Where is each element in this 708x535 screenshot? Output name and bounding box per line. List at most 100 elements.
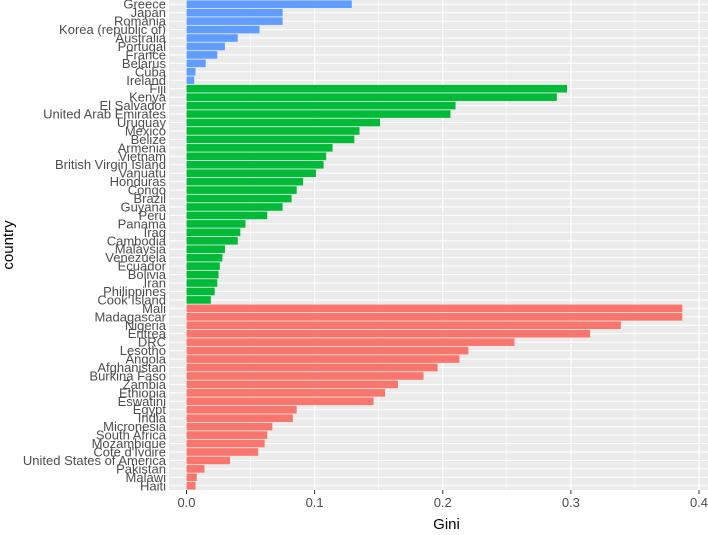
bar — [186, 186, 297, 194]
bar — [186, 465, 205, 473]
bar — [186, 177, 304, 186]
bar — [186, 262, 220, 270]
y-tick-label: Greece — [123, 0, 166, 12]
bar — [186, 253, 223, 262]
bar — [186, 338, 515, 346]
y-tick-label: Afghanistan — [97, 360, 166, 375]
y-tick-label: Mozambique — [92, 436, 166, 451]
bars — [186, 0, 683, 490]
y-tick-label: Belize — [131, 132, 166, 147]
y-tick-label: Malaysia — [115, 242, 167, 257]
bar — [186, 51, 218, 59]
y-tick-label: Cote d'Ivoire — [93, 444, 166, 459]
bar — [186, 127, 360, 135]
y-tick-label: Belarus — [122, 56, 167, 71]
bar — [186, 372, 424, 380]
bar — [186, 456, 231, 465]
y-tick-label: Australia — [115, 31, 166, 46]
y-tick-label: Madagascar — [94, 309, 166, 324]
bar — [186, 59, 206, 68]
y-tick-label: Cambodia — [107, 233, 167, 248]
bar — [186, 304, 683, 313]
bar — [186, 160, 324, 169]
y-tick-label: Lesotho — [120, 343, 166, 358]
y-tick-label: Nigeria — [125, 318, 167, 333]
y-tick-label: Uruguay — [117, 115, 167, 130]
y-tick-label: Ecuador — [118, 259, 167, 274]
y-tick-label: Romania — [114, 14, 167, 29]
y-tick-label: United Arab Emirates — [43, 107, 166, 122]
bar — [186, 346, 469, 355]
bar — [186, 363, 438, 372]
y-tick-label: Armenia — [118, 140, 167, 155]
y-tick-label: Vietnam — [119, 149, 166, 164]
bar — [186, 431, 268, 439]
bar — [186, 144, 333, 152]
bar — [186, 220, 246, 228]
bar — [186, 17, 283, 25]
bar — [186, 279, 218, 287]
y-tick-label: Zambia — [123, 377, 167, 392]
y-tick-label: Guyana — [120, 199, 166, 214]
y-tick-label: Philippines — [103, 284, 166, 299]
bar — [186, 414, 293, 422]
x-axis-title: Gini — [433, 516, 460, 533]
y-tick-label: Haiti — [140, 478, 166, 493]
bar — [186, 448, 259, 456]
y-tick-label: Kenya — [129, 90, 167, 105]
bar — [186, 245, 225, 254]
bar — [186, 34, 238, 42]
y-tick-label: Ireland — [126, 73, 166, 88]
x-tick-label: 0.1 — [306, 495, 324, 510]
y-tick-label: British Virgin Island — [55, 157, 166, 172]
bar — [186, 84, 568, 93]
y-tick-label: United States of America — [23, 453, 167, 468]
y-tick-label: Venezuela — [105, 250, 166, 265]
y-tick-label: South Africa — [96, 428, 167, 443]
y-tick-label: Cuba — [135, 64, 167, 79]
y-tick-label: Ethiopia — [119, 385, 167, 400]
x-tick-label: 0.3 — [562, 495, 580, 510]
bar — [186, 473, 197, 482]
y-tick-label: Peru — [139, 208, 166, 223]
bar — [186, 68, 196, 76]
y-tick-label: Micronesia — [103, 419, 167, 434]
y-tick-label: Cook Island — [97, 292, 166, 307]
bar — [186, 355, 460, 363]
y-tick-label: Japan — [131, 5, 166, 20]
bar — [186, 321, 621, 330]
y-tick-label: Panama — [118, 216, 167, 231]
x-tick-label: 0.2 — [434, 495, 452, 510]
bar — [186, 42, 225, 51]
bar — [186, 270, 219, 279]
y-tick-label: France — [126, 47, 166, 62]
bar — [186, 380, 398, 389]
y-tick-label: Pakistan — [116, 461, 166, 476]
bar — [186, 8, 283, 17]
y-tick-label: Bolivia — [128, 267, 167, 282]
y-tick-label: Burkina Faso — [89, 368, 166, 383]
bar — [186, 110, 451, 118]
y-tick-label: Mexico — [125, 123, 166, 138]
bar — [186, 101, 456, 110]
bar — [186, 481, 196, 490]
y-tick-label: Brazil — [133, 191, 166, 206]
y-tick-label: India — [138, 411, 167, 426]
y-tick-label: Congo — [128, 183, 166, 198]
bar — [186, 405, 297, 414]
y-tick-label: Honduras — [110, 174, 167, 189]
y-tick-label: Fiji — [149, 81, 166, 96]
bar — [186, 203, 283, 211]
y-tick-label: Korea (republic of) — [59, 22, 166, 37]
bar — [186, 228, 241, 237]
y-tick-label: Eswatini — [118, 394, 167, 409]
bar — [186, 76, 195, 85]
bar — [186, 93, 557, 101]
y-axis-title: country — [0, 220, 17, 270]
y-tick-label: Iraq — [144, 225, 166, 240]
y-tick-label: Eritrea — [128, 326, 167, 341]
y-tick-label: Egypt — [133, 402, 167, 417]
bar — [186, 0, 352, 9]
bar — [186, 25, 260, 34]
